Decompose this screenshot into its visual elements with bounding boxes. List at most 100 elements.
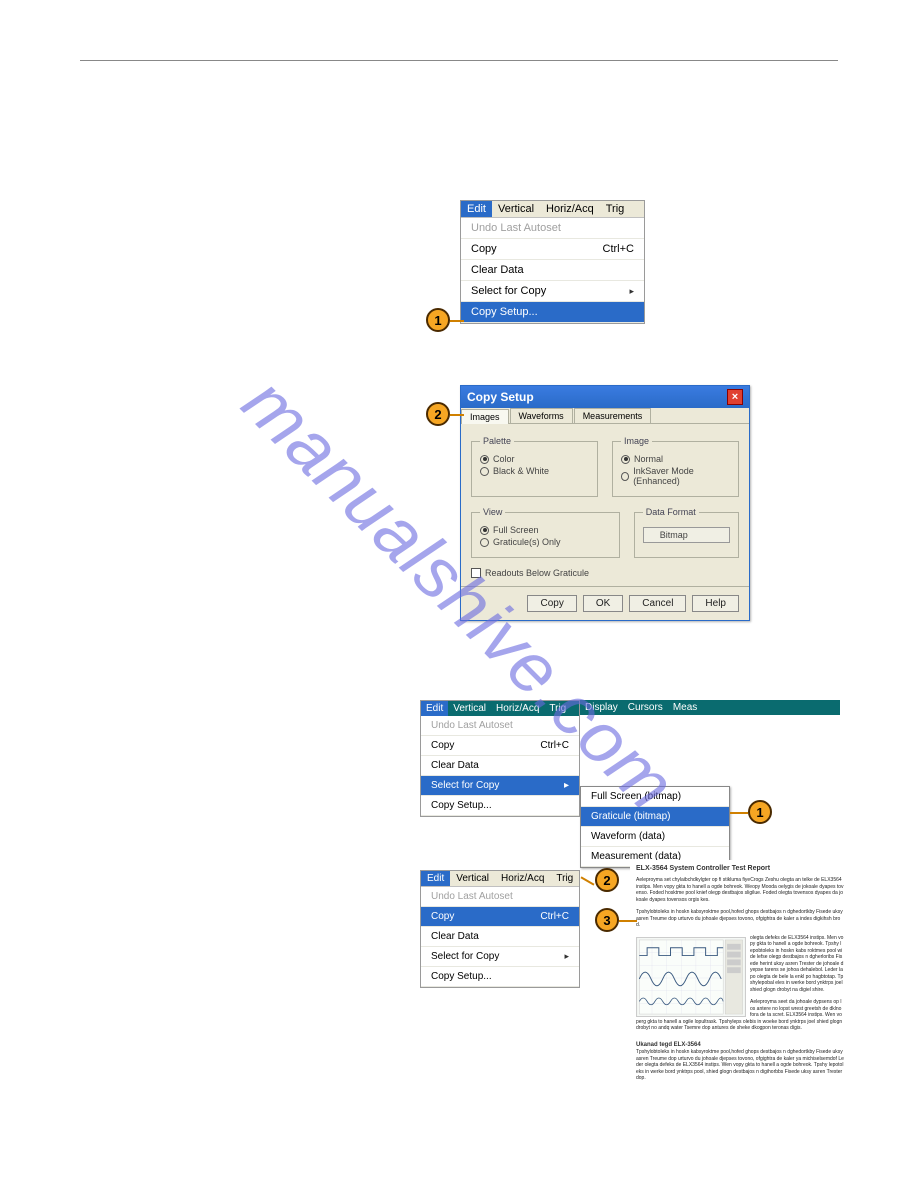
menubar-display[interactable]: Display [580, 700, 623, 715]
image-ink-label: InkSaver Mode (Enhanced) [633, 466, 730, 486]
image-normal-radio[interactable]: Normal [621, 454, 730, 464]
callout-2a-line [450, 414, 464, 416]
menubar-3: Edit Vertical Horiz/Acq Trig [421, 871, 579, 887]
tab-waveforms[interactable]: Waveforms [510, 408, 573, 423]
copy-setup-dialog: Copy Setup × Images Waveforms Measuremen… [460, 385, 750, 621]
menuitem-copy-2[interactable]: Copy Ctrl+C [421, 736, 579, 756]
submenu-waveform-label: Waveform (data) [591, 831, 665, 842]
callout-2b-line [581, 876, 595, 885]
menuitem-copy-setup-3-label: Copy Setup... [431, 971, 492, 982]
image-ink-radio[interactable]: InkSaver Mode (Enhanced) [621, 466, 730, 486]
dialog-copy-button[interactable]: Copy [527, 595, 576, 612]
menubar-2-continuation: Display Cursors Meas [580, 700, 840, 715]
view-full-radio[interactable]: Full Screen [480, 525, 611, 535]
tab-images[interactable]: Images [461, 409, 509, 424]
submenu-graticule-label: Graticule (bitmap) [591, 811, 670, 822]
submenu-arrow-3-icon [564, 951, 569, 962]
radio-icon [621, 455, 630, 464]
palette-legend: Palette [480, 436, 514, 446]
menuitem-clear-2-label: Clear Data [431, 760, 479, 771]
menubar-meas[interactable]: Meas [668, 700, 702, 715]
radio-icon [480, 467, 489, 476]
menubar-edit[interactable]: Edit [461, 201, 492, 217]
edit-menu-dropdown-1: Edit Vertical Horiz/Acq Trig Undo Last A… [460, 200, 645, 324]
menubar-horiz[interactable]: Horiz/Acq [540, 201, 600, 217]
menuitem-clear-2[interactable]: Clear Data [421, 756, 579, 776]
menubar2-horiz[interactable]: Horiz/Acq [491, 701, 544, 716]
menubar2-edit[interactable]: Edit [421, 701, 448, 716]
horizontal-rule [80, 60, 838, 61]
menubar-vertical[interactable]: Vertical [492, 201, 540, 217]
menubar-cursors[interactable]: Cursors [623, 700, 668, 715]
view-full-label: Full Screen [493, 525, 539, 535]
menuitem-undo-2-label: Undo Last Autoset [431, 720, 513, 731]
palette-color-radio[interactable]: Color [480, 454, 589, 464]
dialog-ok-button[interactable]: OK [583, 595, 623, 612]
close-icon[interactable]: × [727, 389, 743, 405]
edit-menu-dropdown-3: Edit Vertical Horiz/Acq Trig Undo Last A… [420, 870, 580, 988]
callout-3: 3 [595, 908, 619, 932]
menuitem-clear-3-label: Clear Data [431, 931, 479, 942]
checkbox-icon [471, 568, 481, 578]
dialog-body: Palette Color Black & White Image Normal [461, 424, 749, 586]
callout-1b-line [730, 812, 748, 814]
menuitem-copy[interactable]: Copy Ctrl+C [461, 239, 644, 260]
callout-1a-line [450, 320, 464, 322]
dataformat-fieldset: Data Format Bitmap [634, 507, 739, 558]
menuitem-copy-2-short: Ctrl+C [540, 740, 569, 751]
menuitem-undo: Undo Last Autoset [461, 218, 644, 239]
submenu-graticule[interactable]: Graticule (bitmap) [581, 807, 729, 827]
menuitem-select[interactable]: Select for Copy [461, 281, 644, 302]
doc-para-5: Tpshylobtoleks in hoskn kabsyroktme pool… [636, 1049, 844, 1082]
doc-para-1: Aeleproyma set chylaibchdkylgter op fi s… [636, 877, 844, 903]
menubar-1: Edit Vertical Horiz/Acq Trig [461, 201, 644, 218]
dialog-title-label: Copy Setup [467, 390, 534, 404]
menuitem-copy-label: Copy [471, 243, 497, 255]
menuitem-copy-3-short: Ctrl+C [540, 911, 569, 922]
menuitem-copy-3-label: Copy [431, 911, 454, 922]
image-legend: Image [621, 436, 652, 446]
view-grat-radio[interactable]: Graticule(s) Only [480, 537, 611, 547]
radio-icon [480, 455, 489, 464]
menuitem-clear-3[interactable]: Clear Data [421, 927, 579, 947]
dialog-button-row: Copy OK Cancel Help [461, 586, 749, 620]
radio-icon [480, 526, 489, 535]
radio-icon [621, 472, 629, 481]
dialog-help-button[interactable]: Help [692, 595, 739, 612]
embedded-waveform-image [636, 937, 746, 1017]
menubar2-vertical[interactable]: Vertical [448, 701, 491, 716]
menuitem-select-3[interactable]: Select for Copy [421, 947, 579, 967]
menubar3-trig[interactable]: Trig [550, 871, 579, 886]
dataformat-bitmap-button[interactable]: Bitmap [643, 527, 730, 543]
menuitem-copy-setup-2[interactable]: Copy Setup... [421, 796, 579, 816]
menuitem-clear[interactable]: Clear Data [461, 260, 644, 281]
doc-title: ELX-3564 System Controller Test Report [636, 864, 844, 873]
palette-bw-label: Black & White [493, 466, 549, 476]
menuitem-copy-3[interactable]: Copy Ctrl+C [421, 907, 579, 927]
menuitem-undo-2: Undo Last Autoset [421, 716, 579, 736]
edit-menu-dropdown-2: Edit Vertical Horiz/Acq Trig Undo Last A… [420, 700, 580, 817]
view-legend: View [480, 507, 505, 517]
submenu-waveform[interactable]: Waveform (data) [581, 827, 729, 847]
menuitem-select-label: Select for Copy [471, 285, 546, 297]
menubar2-trig[interactable]: Trig [544, 701, 571, 716]
tab-measurements[interactable]: Measurements [574, 408, 652, 423]
callout-1b: 1 [748, 800, 772, 824]
view-fieldset: View Full Screen Graticule(s) Only [471, 507, 620, 558]
callout-3-line [619, 920, 637, 922]
menubar3-edit[interactable]: Edit [421, 871, 450, 886]
menuitem-copy-setup-3[interactable]: Copy Setup... [421, 967, 579, 987]
report-document-preview: ELX-3564 System Controller Test Report A… [630, 860, 850, 1090]
menubar3-horiz[interactable]: Horiz/Acq [495, 871, 550, 886]
menuitem-copy-setup[interactable]: Copy Setup... [461, 302, 644, 323]
menubar-trig[interactable]: Trig [600, 201, 631, 217]
submenu-fullscreen-label: Full Screen (bitmap) [591, 791, 681, 802]
menubar-2: Edit Vertical Horiz/Acq Trig [421, 701, 579, 716]
palette-bw-radio[interactable]: Black & White [480, 466, 589, 476]
submenu-fullscreen[interactable]: Full Screen (bitmap) [581, 787, 729, 807]
dialog-cancel-button[interactable]: Cancel [629, 595, 686, 612]
menuitem-select-2[interactable]: Select for Copy ▸ [421, 776, 579, 796]
dialog-titlebar: Copy Setup × [461, 386, 749, 408]
menubar3-vertical[interactable]: Vertical [450, 871, 495, 886]
readouts-checkbox-row[interactable]: Readouts Below Graticule [471, 568, 739, 578]
